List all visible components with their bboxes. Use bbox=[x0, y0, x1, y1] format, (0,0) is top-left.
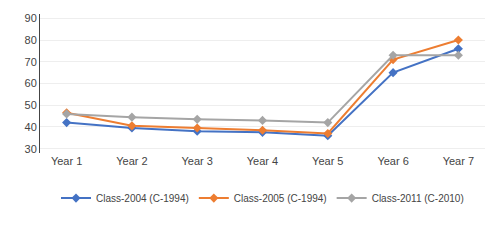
svg-text:Year 1: Year 1 bbox=[51, 155, 82, 167]
svg-text:60: 60 bbox=[25, 77, 37, 89]
svg-text:40: 40 bbox=[25, 121, 37, 133]
svg-text:Class-2005 (C-1994): Class-2005 (C-1994) bbox=[234, 193, 327, 204]
svg-text:Year 4: Year 4 bbox=[247, 155, 278, 167]
svg-text:70: 70 bbox=[25, 56, 37, 68]
svg-text:Class-2004 (C-1994): Class-2004 (C-1994) bbox=[96, 193, 189, 204]
svg-text:Year 3: Year 3 bbox=[182, 155, 213, 167]
svg-text:Year 2: Year 2 bbox=[116, 155, 147, 167]
svg-text:50: 50 bbox=[25, 99, 37, 111]
svg-text:Year 6: Year 6 bbox=[377, 155, 408, 167]
svg-text:Class-2011 (C-2010): Class-2011 (C-2010) bbox=[372, 193, 464, 204]
svg-text:90: 90 bbox=[25, 12, 37, 24]
svg-text:80: 80 bbox=[25, 34, 37, 46]
svg-text:Year 7: Year 7 bbox=[443, 155, 474, 167]
svg-text:30: 30 bbox=[25, 143, 37, 155]
svg-text:Year 5: Year 5 bbox=[312, 155, 343, 167]
